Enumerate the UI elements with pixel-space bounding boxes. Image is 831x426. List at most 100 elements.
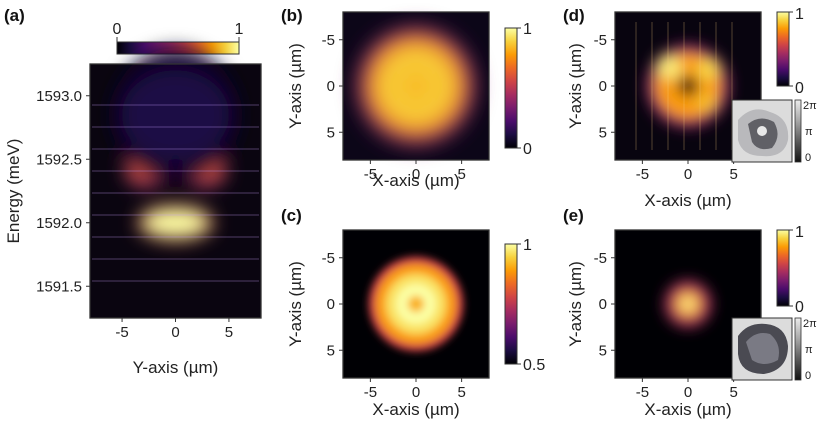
panel-c: (c) -5 0 5 -5 0 5 1 0.5 X-axis (µm) Y-axis (µ…: [281, 206, 545, 419]
xtick-label-d-0: -5: [636, 166, 649, 183]
panel-a: (a) 0 1 -5 0 5 1591.5 1592.0 1592.5 1593.0 Y-a…: [4, 6, 262, 377]
colorbar-c-label-max: 1: [523, 237, 532, 254]
ytick-label-d-2: 5: [599, 124, 607, 141]
plot-d-lobe-tl: [657, 55, 682, 80]
plot-e-peak: [682, 298, 694, 310]
colorbar-a-label-max: 1: [235, 21, 244, 38]
plot-d-vortex-core: [677, 75, 699, 97]
plot-d-stripe-5: [715, 22, 717, 150]
xtick-label-d-2: 5: [729, 166, 737, 183]
plot-d-lobe-tr: [697, 58, 720, 81]
ytick-label-a-1: 1592.0: [36, 215, 82, 232]
heatmap-a-stripe-6: [92, 236, 259, 238]
xlabel-c: X-axis (µm): [372, 400, 459, 419]
panel-d: (d) -5 0 5-505 1 0 2π π 0 X-axis (µm) Y-a: [563, 6, 817, 210]
ylabel-c: Y-axis (µm): [286, 261, 305, 347]
heatmap-a-stripe-4: [92, 192, 259, 194]
ytick-label-a-2: 1592.5: [36, 151, 82, 168]
axes-d: -5 0 5 -5 0 5: [594, 32, 738, 183]
phase-colorbar-e-label-0: 0: [805, 370, 811, 382]
colorbar-c-gradient: [504, 243, 518, 365]
panel-label-b: (b): [281, 6, 303, 25]
ytick-label-e-1: 0: [599, 296, 607, 313]
heatmap-a-stripe-2: [92, 148, 259, 150]
xtick-label-e-2: 5: [729, 384, 737, 401]
panel-label-d: (d): [563, 6, 585, 25]
phase-colorbar-d-label-2pi: 2π: [803, 100, 817, 112]
heatmap-a-blobs: [111, 48, 240, 242]
colorbar-e-label-max: 1: [795, 224, 804, 241]
ytick-label-b-0: -5: [322, 32, 335, 49]
heatmap-b-ring: [356, 26, 476, 146]
phase-inset-d: 2π π 0: [731, 99, 817, 164]
ylabel-a: Energy (meV): [4, 139, 23, 244]
colorbar-d-label-min: 0: [795, 80, 804, 97]
plot-d-stripe-4: [699, 22, 701, 150]
panel-b: (b) -5 0 5 -5 0 5 1 0 X-axis (µm) Y-axis (µm): [281, 6, 532, 190]
ylabel-e: Y-axis (µm): [566, 261, 585, 347]
heatmap-a-stripe-3: [92, 170, 259, 172]
heatmap-d-ring: [646, 44, 730, 128]
ylabel-b: Y-axis (µm): [286, 43, 305, 129]
phase-colorbar-e: [794, 317, 802, 381]
xtick-label-a-2: 5: [225, 324, 233, 341]
plot-c-center: [407, 295, 425, 313]
heatmap-a-stripe-8: [92, 280, 259, 282]
phase-inset-e-region-mid: [746, 333, 779, 364]
axes-b: -5 0 5 -5 0 5: [322, 32, 466, 183]
ytick-label-a-0: 1591.5: [36, 278, 82, 295]
heatmap-a-feature-3: [122, 70, 229, 160]
ytick-label-d-1: 0: [599, 78, 607, 95]
xtick-label-a-1: 0: [171, 324, 179, 341]
heatmap-a: [89, 48, 262, 319]
xtick-label-b-2: 5: [457, 166, 465, 183]
ytick-label-c-2: 5: [327, 342, 335, 359]
colorbar-a-label-min: 0: [113, 21, 122, 38]
xtick-label-a-0: -5: [115, 324, 128, 341]
colorbar-c: 1 0.5: [504, 237, 545, 374]
heatmap-a-stripe-0: [92, 104, 259, 106]
phase-colorbar-e-label-2pi: 2π: [803, 318, 817, 330]
colorbar-e-label-min: 0: [795, 299, 804, 316]
panel-e: (e) -5 0 5 -5 0 5 1 0 2π π 0 X-axis (µm) Y-ax…: [563, 206, 817, 419]
xtick-label-b-1: 0: [412, 166, 420, 183]
xtick-label-c-2: 5: [457, 384, 465, 401]
heatmap-c-ring: [368, 256, 464, 352]
plot-d-lobe-br: [696, 92, 717, 113]
xtick-label-b-0: -5: [364, 166, 377, 183]
ytick-label-c-1: 0: [327, 296, 335, 313]
ytick-label-e-2: 5: [599, 342, 607, 359]
plot-b-center: [396, 66, 436, 106]
heatmap-a-stripe-7: [92, 258, 259, 260]
colorbar-a: 0 1: [113, 21, 244, 55]
xtick-label-c-0: -5: [364, 384, 377, 401]
xtick-label-e-0: -5: [636, 384, 649, 401]
axes-c: -5 0 5 -5 0 5: [322, 250, 466, 401]
ytick-label-a-3: 1593.0: [36, 88, 82, 105]
ytick-label-e-0: -5: [594, 250, 607, 267]
heatmap-e-spot: [664, 280, 712, 328]
phase-colorbar-e-label-pi: π: [805, 344, 813, 356]
panel-label-c: (c): [281, 206, 302, 225]
panel-label-e: (e): [563, 206, 584, 225]
xtick-label-c-1: 0: [412, 384, 420, 401]
colorbar-e-gradient: [776, 229, 790, 307]
colorbar-d-label-max: 1: [795, 6, 804, 23]
plot-d-stripe-1: [651, 22, 653, 150]
plot-d-stripe-0: [635, 22, 637, 150]
xlabel-e: X-axis (µm): [644, 400, 731, 419]
phase-inset-e: 2π π 0: [731, 317, 817, 382]
phase-colorbar-d-label-0: 0: [805, 152, 811, 164]
ytick-label-b-1: 0: [327, 78, 335, 95]
plot-d-stripe-2: [667, 22, 669, 150]
ytick-label-d-0: -5: [594, 32, 607, 49]
plot-d-stripe-3: [683, 22, 685, 150]
colorbar-d: 1 0: [776, 6, 804, 97]
xlabel-d: X-axis (µm): [644, 191, 731, 210]
colorbar-c-label-min: 0.5: [523, 357, 545, 374]
heatmap-c: [342, 229, 490, 379]
phase-colorbar-d-label-pi: π: [805, 126, 813, 138]
ylabel-d: Y-axis (µm): [566, 43, 585, 129]
xtick-label-d-1: 0: [684, 166, 692, 183]
phase-colorbar-d: [794, 99, 802, 163]
